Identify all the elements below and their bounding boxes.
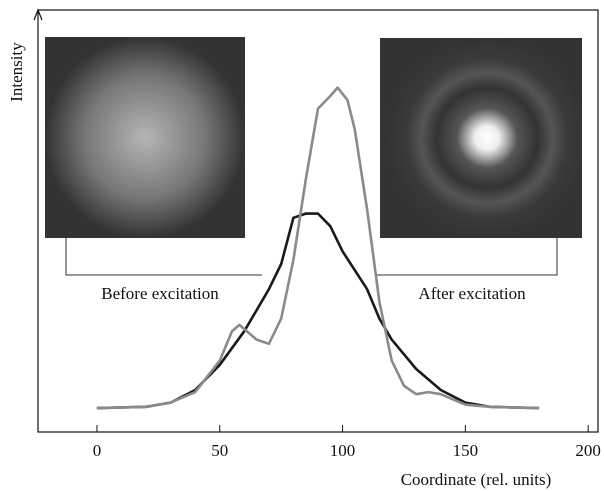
line-series [96,86,540,410]
connector [375,238,558,276]
inset-after [380,38,582,238]
x-tick-label: 50 [211,441,228,460]
x-tick-label: 100 [330,441,356,460]
annotation: Before excitation [101,284,219,303]
axis-arrow [33,8,43,21]
plot-frame [37,9,599,433]
annotation: After excitation [418,284,526,303]
x-tick-label: 150 [453,441,479,460]
x-tick-label: 200 [575,441,601,460]
line-series [96,212,540,410]
connector [65,238,262,276]
inset-before [45,37,245,238]
y-axis-label: Intensity [7,42,26,102]
x-axis-label: Coordinate (rel. units) [401,470,552,489]
x-tick-label: 0 [93,441,102,460]
